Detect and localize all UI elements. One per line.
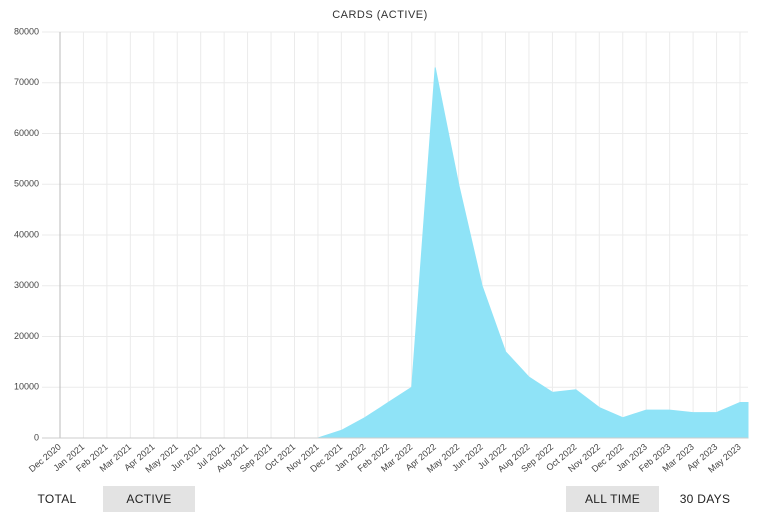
metric-button[interactable]: ACTIVE: [103, 486, 195, 512]
y-tick-label: 70000: [14, 77, 39, 87]
area: [60, 67, 749, 439]
y-tick-label: 10000: [14, 382, 39, 392]
y-tick-label: 80000: [14, 26, 39, 36]
y-tick-label: 40000: [14, 229, 39, 239]
y-tick-label: 50000: [14, 179, 39, 189]
chart: CARDS (ACTIVE) 0 10000 20000 30000 40000 5000…: [14, 9, 749, 475]
y-tick-label: 0: [34, 432, 39, 442]
y-tick-label: 20000: [14, 331, 39, 341]
range-button[interactable]: ALL TIME: [566, 486, 659, 512]
y-tick-label: 60000: [14, 128, 39, 138]
metric-button[interactable]: TOTAL: [37, 492, 77, 506]
range-button[interactable]: 30 DAYS: [679, 492, 731, 506]
y-tick-label: 30000: [14, 280, 39, 290]
chart-title: CARDS (ACTIVE): [332, 9, 428, 21]
